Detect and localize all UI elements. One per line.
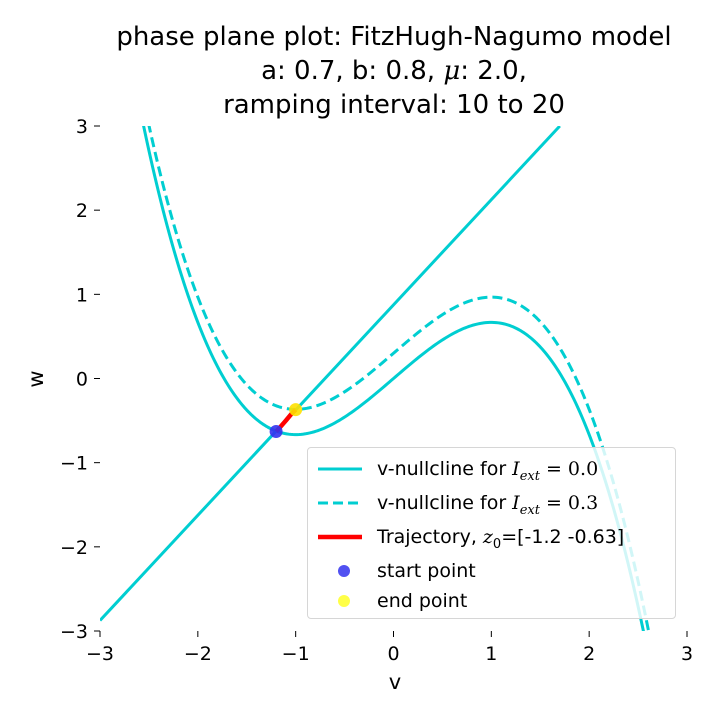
v-nullcline-0.3-curve xyxy=(147,126,651,631)
y-tick-label: 3 xyxy=(76,116,88,138)
legend-swatch-start-marker xyxy=(338,565,350,577)
chart-title-line-1: phase plane plot: FitzHugh-Nagumo model xyxy=(116,22,672,52)
legend-swatch-end-marker xyxy=(338,595,350,607)
start-point-marker xyxy=(269,425,283,439)
legend-swatch-solid xyxy=(318,467,362,471)
chart-title-line-3: ramping interval: 10 to 20 xyxy=(223,90,565,120)
title-mu-symbol: μ xyxy=(443,56,461,86)
x-tick-label: −3 xyxy=(86,643,114,665)
y-tick-label: −3 xyxy=(60,621,88,643)
y-tick-label: 1 xyxy=(76,284,88,306)
x-tick-label: 2 xyxy=(583,643,595,665)
end-point-marker xyxy=(289,403,303,417)
legend-swatch-trajectory xyxy=(318,534,362,540)
legend-swatch-dashed xyxy=(318,501,362,505)
legend-entry-end-point: end point xyxy=(308,586,675,616)
legend-entry-nullcline-0: v-nullcline for Iext = 0.0 xyxy=(308,454,675,484)
title-mu-value: : 2.0, xyxy=(460,56,527,86)
v-nullcline-0.0-curve xyxy=(142,126,645,631)
legend-label: end point xyxy=(377,590,468,612)
legend-label: Trajectory, z0=[-1.2 -0.63] xyxy=(377,526,625,552)
y-tick-label: 0 xyxy=(76,369,88,391)
legend: v-nullcline for Iext = 0.0 v-nullcline f… xyxy=(307,447,676,619)
w-nullcline-line xyxy=(100,126,561,622)
x-tick-label: 0 xyxy=(387,643,399,665)
x-tick-label: 1 xyxy=(485,643,497,665)
x-tick-label: −1 xyxy=(282,643,310,665)
legend-label: v-nullcline for Iext = 0.3 xyxy=(377,492,599,518)
legend-label: v-nullcline for Iext = 0.0 xyxy=(377,458,599,484)
y-tick-label: 2 xyxy=(76,200,88,222)
x-tick-label: 3 xyxy=(681,643,693,665)
x-tick-label: −2 xyxy=(184,643,212,665)
legend-entry-nullcline-0.3: v-nullcline for Iext = 0.3 xyxy=(308,488,675,518)
y-tick-label: −1 xyxy=(60,453,88,475)
legend-label: start point xyxy=(377,560,476,582)
title-params: a: 0.7, b: 0.8, xyxy=(261,56,444,86)
legend-entry-trajectory: Trajectory, z0=[-1.2 -0.63] xyxy=(308,522,675,552)
legend-entry-start-point: start point xyxy=(308,556,675,586)
chart-title-line-2: a: 0.7, b: 0.8, μ: 2.0, xyxy=(44,56,720,86)
y-tick-label: −2 xyxy=(60,537,88,559)
y-axis-label: w xyxy=(24,370,48,387)
x-axis-label: v xyxy=(389,670,401,694)
